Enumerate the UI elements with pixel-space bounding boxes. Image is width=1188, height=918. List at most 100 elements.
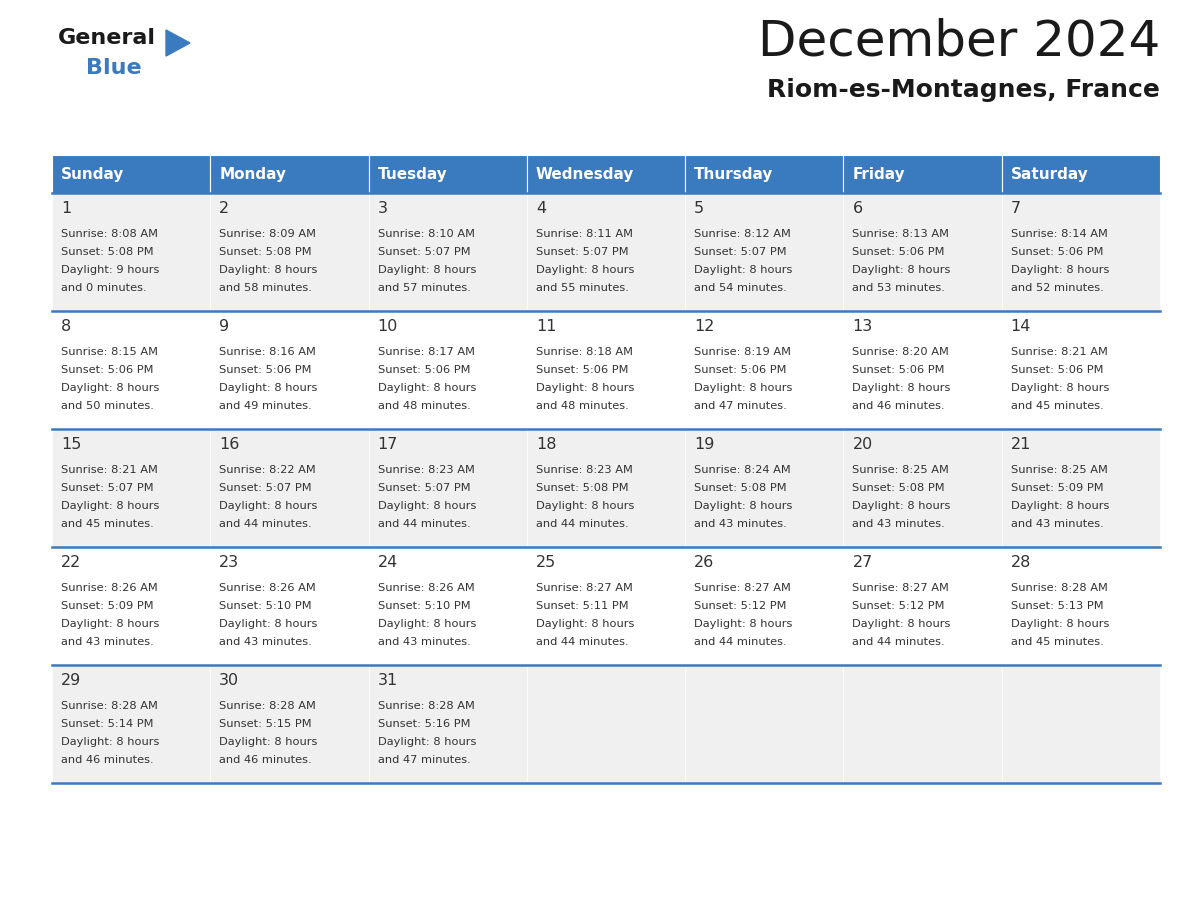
Text: and 43 minutes.: and 43 minutes. [220,637,312,647]
Text: Sunset: 5:07 PM: Sunset: 5:07 PM [378,247,470,257]
Text: Sunrise: 8:20 AM: Sunrise: 8:20 AM [853,347,949,357]
Bar [1001,547,1159,665]
Text: and 43 minutes.: and 43 minutes. [694,519,786,529]
Bar [685,665,843,783]
Text: Sunrise: 8:16 AM: Sunrise: 8:16 AM [220,347,316,357]
Text: 12: 12 [694,319,714,334]
Bar [1001,311,1159,429]
Text: Sunset: 5:08 PM: Sunset: 5:08 PM [694,483,786,493]
Text: and 58 minutes.: and 58 minutes. [220,283,312,293]
Text: Daylight: 8 hours: Daylight: 8 hours [220,265,317,275]
Text: Sunrise: 8:10 AM: Sunrise: 8:10 AM [378,229,474,239]
Text: Daylight: 8 hours: Daylight: 8 hours [694,265,792,275]
Text: 11: 11 [536,319,556,334]
Text: 3: 3 [378,201,387,216]
Text: Daylight: 8 hours: Daylight: 8 hours [378,501,476,511]
Text: Sunrise: 8:22 AM: Sunrise: 8:22 AM [220,465,316,475]
Text: 25: 25 [536,555,556,570]
Text: Daylight: 8 hours: Daylight: 8 hours [378,737,476,747]
Text: Sunset: 5:07 PM: Sunset: 5:07 PM [694,247,786,257]
Bar [368,665,526,783]
Text: Sunset: 5:08 PM: Sunset: 5:08 PM [853,483,944,493]
Text: and 44 minutes.: and 44 minutes. [536,519,628,529]
Bar [843,429,1001,547]
Text: Saturday: Saturday [1011,166,1088,182]
Text: Sunrise: 8:25 AM: Sunrise: 8:25 AM [1011,465,1107,475]
Text: Blue: Blue [86,58,141,78]
Text: Daylight: 8 hours: Daylight: 8 hours [853,619,950,629]
Bar [52,429,210,547]
Bar [52,193,210,311]
Text: Friday: Friday [853,166,905,182]
Text: Sunrise: 8:27 AM: Sunrise: 8:27 AM [536,583,633,593]
Text: Sunrise: 8:12 AM: Sunrise: 8:12 AM [694,229,791,239]
Text: Sunrise: 8:27 AM: Sunrise: 8:27 AM [853,583,949,593]
Text: Sunrise: 8:28 AM: Sunrise: 8:28 AM [220,701,316,711]
Text: and 53 minutes.: and 53 minutes. [853,283,946,293]
Text: Sunset: 5:06 PM: Sunset: 5:06 PM [694,365,786,375]
Text: 19: 19 [694,437,714,452]
Text: Sunrise: 8:25 AM: Sunrise: 8:25 AM [853,465,949,475]
Text: and 43 minutes.: and 43 minutes. [378,637,470,647]
Bar [210,665,368,783]
Text: and 45 minutes.: and 45 minutes. [1011,637,1104,647]
Text: 13: 13 [853,319,873,334]
Text: 10: 10 [378,319,398,334]
Text: and 46 minutes.: and 46 minutes. [853,401,944,411]
Text: 30: 30 [220,673,240,688]
Bar [52,155,210,193]
Bar [526,193,685,311]
Text: Sunset: 5:12 PM: Sunset: 5:12 PM [853,601,944,611]
Bar [210,547,368,665]
Text: and 44 minutes.: and 44 minutes. [378,519,470,529]
Text: Daylight: 8 hours: Daylight: 8 hours [378,383,476,393]
Text: Sunset: 5:09 PM: Sunset: 5:09 PM [61,601,153,611]
Text: Sunrise: 8:26 AM: Sunrise: 8:26 AM [220,583,316,593]
Text: Daylight: 8 hours: Daylight: 8 hours [1011,619,1110,629]
Text: and 45 minutes.: and 45 minutes. [1011,401,1104,411]
Text: and 0 minutes.: and 0 minutes. [61,283,146,293]
Text: Daylight: 8 hours: Daylight: 8 hours [1011,383,1110,393]
Text: 26: 26 [694,555,714,570]
Text: and 54 minutes.: and 54 minutes. [694,283,786,293]
Bar [685,193,843,311]
Bar [526,429,685,547]
Text: Daylight: 8 hours: Daylight: 8 hours [853,501,950,511]
Text: Sunset: 5:06 PM: Sunset: 5:06 PM [61,365,153,375]
Text: Sunset: 5:11 PM: Sunset: 5:11 PM [536,601,628,611]
Text: Sunset: 5:10 PM: Sunset: 5:10 PM [378,601,470,611]
Text: 4: 4 [536,201,546,216]
Bar [843,547,1001,665]
Text: 15: 15 [61,437,81,452]
Text: Sunrise: 8:18 AM: Sunrise: 8:18 AM [536,347,633,357]
Text: Sunrise: 8:09 AM: Sunrise: 8:09 AM [220,229,316,239]
Text: Sunset: 5:07 PM: Sunset: 5:07 PM [536,247,628,257]
Text: and 45 minutes.: and 45 minutes. [61,519,153,529]
Text: Wednesday: Wednesday [536,166,634,182]
Text: Sunset: 5:12 PM: Sunset: 5:12 PM [694,601,786,611]
Text: Sunset: 5:06 PM: Sunset: 5:06 PM [853,365,944,375]
Text: Sunset: 5:06 PM: Sunset: 5:06 PM [220,365,311,375]
Bar [843,155,1001,193]
Bar [1001,429,1159,547]
Bar [1001,155,1159,193]
Bar [210,193,368,311]
Text: 7: 7 [1011,201,1020,216]
Text: and 47 minutes.: and 47 minutes. [694,401,786,411]
Text: Daylight: 8 hours: Daylight: 8 hours [220,383,317,393]
Text: and 47 minutes.: and 47 minutes. [378,755,470,765]
Bar [210,311,368,429]
Text: Sunrise: 8:28 AM: Sunrise: 8:28 AM [61,701,158,711]
Text: 5: 5 [694,201,704,216]
Text: Sunset: 5:10 PM: Sunset: 5:10 PM [220,601,312,611]
Text: and 46 minutes.: and 46 minutes. [220,755,312,765]
Bar [52,311,210,429]
Text: 14: 14 [1011,319,1031,334]
Text: Sunset: 5:08 PM: Sunset: 5:08 PM [61,247,153,257]
Bar [368,155,526,193]
Text: Daylight: 8 hours: Daylight: 8 hours [1011,265,1110,275]
Text: Sunset: 5:16 PM: Sunset: 5:16 PM [378,719,470,729]
Text: Daylight: 8 hours: Daylight: 8 hours [220,737,317,747]
Text: Daylight: 8 hours: Daylight: 8 hours [694,501,792,511]
Bar [685,429,843,547]
